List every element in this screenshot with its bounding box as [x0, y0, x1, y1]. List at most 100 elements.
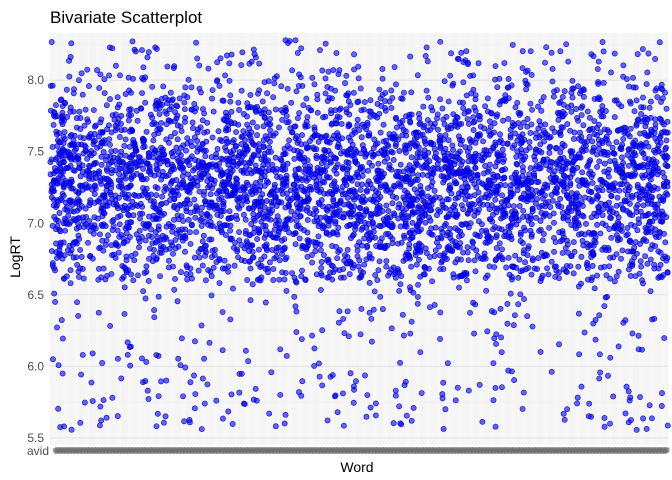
data-point [343, 72, 350, 79]
data-point [551, 168, 558, 175]
data-point [188, 143, 195, 150]
data-point [385, 208, 392, 215]
data-point [610, 150, 617, 156]
data-point [584, 259, 591, 266]
data-point [626, 83, 632, 90]
data-point [639, 346, 645, 353]
data-point [536, 190, 543, 197]
data-point [440, 266, 447, 272]
data-point [180, 142, 187, 149]
data-point [270, 266, 277, 273]
data-point [484, 272, 491, 279]
data-point [332, 392, 339, 399]
data-point [164, 100, 171, 107]
data-point [118, 148, 125, 155]
data-point [412, 129, 419, 136]
data-point [479, 418, 486, 425]
data-point [295, 166, 302, 173]
data-point [158, 144, 165, 151]
data-point [539, 237, 546, 244]
data-point [52, 102, 59, 109]
data-point [602, 247, 609, 253]
data-point [585, 162, 592, 169]
data-point [349, 264, 356, 271]
data-point [627, 272, 634, 279]
data-point [118, 181, 125, 188]
data-point [390, 420, 397, 427]
data-point [160, 419, 167, 426]
data-point [619, 141, 626, 148]
data-point [497, 131, 503, 138]
data-point [360, 193, 366, 200]
data-point [364, 244, 371, 251]
data-point [635, 332, 642, 339]
data-point [259, 98, 266, 105]
data-point [143, 359, 150, 365]
data-point [481, 250, 488, 257]
data-point [537, 226, 544, 233]
data-point [177, 269, 184, 276]
data-point [410, 195, 417, 202]
data-point [454, 227, 461, 234]
data-point [170, 163, 177, 170]
data-point [345, 98, 352, 105]
data-point [483, 147, 490, 154]
data-point [239, 133, 246, 140]
data-point [574, 400, 581, 407]
data-point [192, 214, 199, 221]
data-point [392, 114, 399, 121]
data-point [600, 79, 607, 86]
data-point [250, 46, 257, 53]
data-point [240, 211, 247, 218]
data-point [640, 94, 646, 101]
data-point [383, 258, 390, 265]
data-point [171, 286, 178, 293]
data-point [614, 219, 621, 226]
data-point [542, 203, 549, 210]
data-point [228, 391, 235, 398]
data-point [238, 62, 245, 69]
data-point [209, 87, 216, 94]
data-point [417, 132, 424, 139]
data-point [402, 113, 409, 120]
data-point [607, 205, 614, 212]
data-point [475, 189, 482, 196]
data-point [363, 413, 370, 420]
data-point [308, 186, 315, 193]
data-point [322, 40, 329, 47]
data-point [319, 382, 326, 389]
data-point [617, 126, 623, 133]
data-point [424, 127, 431, 134]
data-point [49, 144, 56, 150]
data-point [625, 266, 632, 273]
data-point [206, 214, 213, 220]
data-point [647, 256, 654, 263]
data-point [75, 198, 82, 205]
data-point [322, 75, 329, 82]
data-point [203, 138, 210, 145]
data-point [359, 242, 365, 249]
data-point [107, 191, 114, 198]
data-point [242, 216, 249, 223]
data-point [285, 195, 291, 202]
data-point [502, 166, 509, 173]
data-point [570, 239, 577, 246]
data-point [597, 369, 604, 376]
data-point [142, 295, 149, 302]
data-point [272, 169, 279, 176]
data-point [178, 213, 185, 220]
data-point [368, 234, 375, 241]
data-point [607, 254, 614, 261]
data-point [625, 419, 632, 426]
data-point [349, 232, 356, 239]
data-point [484, 328, 491, 335]
data-point [589, 148, 596, 155]
data-point [526, 139, 533, 145]
data-point [128, 112, 134, 119]
data-point [130, 172, 137, 179]
data-point [226, 208, 233, 215]
data-point [282, 150, 289, 157]
data-point [181, 106, 188, 113]
data-point [328, 110, 335, 117]
data-point [389, 149, 396, 156]
